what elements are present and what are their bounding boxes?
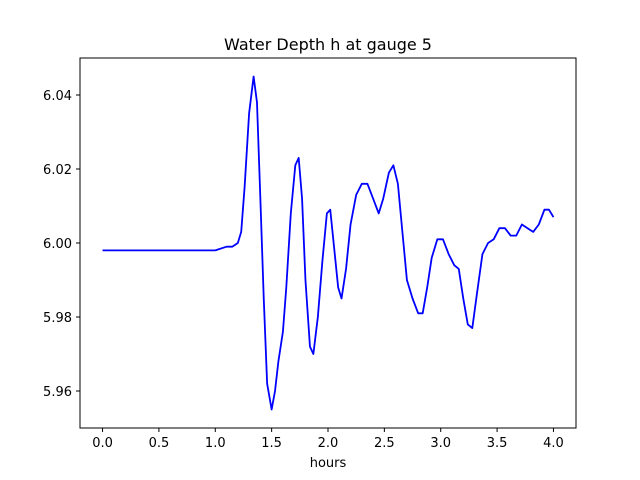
x-tick-label: 4.0: [543, 436, 564, 451]
x-tick-label: 3.0: [430, 436, 451, 451]
series-line-1: [102, 75, 555, 411]
plot-area: [102, 75, 555, 411]
x-axis-ticks: 0.0 0.5 1.0 1.5 2.0 2.5 3.0 3.5 4.0: [92, 428, 564, 451]
x-axis-label: hours: [310, 456, 347, 471]
y-axis-ticks: 5.96 5.98 6.00 6.02 6.04: [43, 89, 80, 400]
x-tick-label: 2.5: [374, 436, 395, 451]
y-tick-label: 5.96: [43, 385, 72, 400]
x-tick-label: 1.0: [205, 436, 226, 451]
y-tick-label: 6.04: [43, 89, 72, 104]
x-tick-label: 0.5: [149, 436, 170, 451]
y-tick-label: 5.98: [43, 311, 72, 326]
x-tick-label: 0.0: [92, 436, 113, 451]
plot-frame: [79, 57, 577, 429]
chart-title: Water Depth h at gauge 5: [224, 35, 432, 54]
y-tick-label: 6.02: [43, 163, 72, 178]
x-tick-label: 1.5: [261, 436, 282, 451]
x-tick-label: 3.5: [487, 436, 508, 451]
x-tick-label: 2.0: [318, 436, 339, 451]
y-tick-label: 6.00: [43, 237, 72, 252]
